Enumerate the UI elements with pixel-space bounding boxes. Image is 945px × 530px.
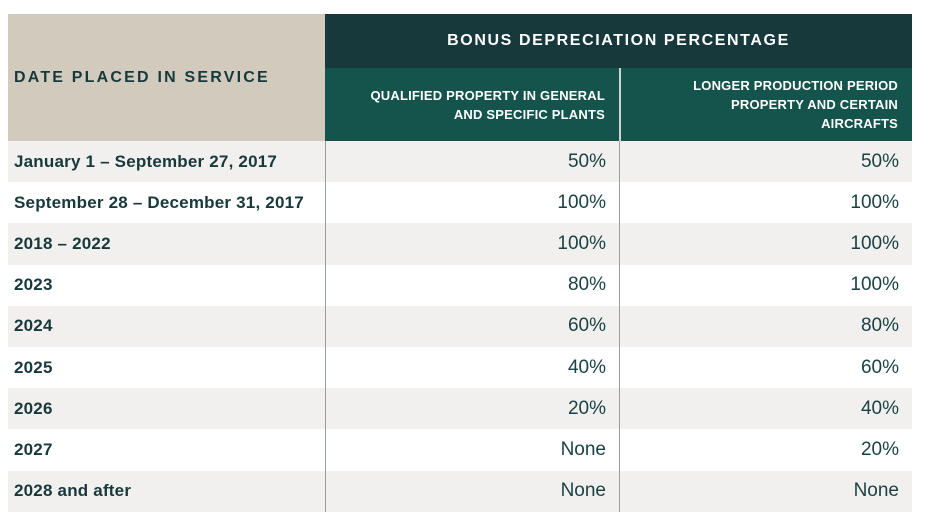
qualified-property-cell: 50% bbox=[325, 141, 619, 183]
longer-production-cell: None bbox=[619, 470, 912, 512]
table-row: 2028 and after None None bbox=[8, 470, 912, 512]
qualified-property-cell: 20% bbox=[325, 388, 619, 430]
table-row: 2025 40% 60% bbox=[8, 346, 912, 389]
table-row: 2027 None 20% bbox=[8, 429, 912, 471]
column-header-longer-production: LONGER PRODUCTION PERIOD PROPERTY AND CE… bbox=[619, 68, 912, 141]
group-title: BONUS DEPRECIATION PERCENTAGE bbox=[325, 14, 912, 68]
date-cell: 2028 and after bbox=[14, 481, 132, 501]
table-row: 2023 80% 100% bbox=[8, 264, 912, 306]
date-cell: 2025 bbox=[14, 357, 53, 377]
longer-production-cell: 20% bbox=[619, 429, 912, 471]
qualified-property-cell: 60% bbox=[325, 305, 619, 347]
table-row: 2024 60% 80% bbox=[8, 305, 912, 347]
table-header: DATE PLACED IN SERVICE BONUS DEPRECIATIO… bbox=[8, 14, 912, 141]
date-cell: January 1 – September 27, 2017 bbox=[14, 151, 278, 171]
table-row: January 1 – September 27, 2017 50% 50% bbox=[8, 141, 912, 183]
date-cell: September 28 – December 31, 2017 bbox=[14, 192, 304, 212]
date-cell: 2018 – 2022 bbox=[14, 233, 111, 253]
date-column-header-label: DATE PLACED IN SERVICE bbox=[14, 68, 270, 86]
qualified-property-cell: None bbox=[325, 429, 619, 471]
longer-production-cell: 100% bbox=[619, 223, 912, 265]
qualified-property-cell: 100% bbox=[325, 182, 619, 224]
bonus-depreciation-header-group: BONUS DEPRECIATION PERCENTAGE QUALIFIED … bbox=[325, 14, 912, 141]
longer-production-cell: 60% bbox=[619, 346, 912, 389]
table-row: 2026 20% 40% bbox=[8, 388, 912, 430]
date-cell: 2026 bbox=[14, 398, 53, 418]
qualified-property-cell: 40% bbox=[325, 346, 619, 389]
longer-production-cell: 100% bbox=[619, 182, 912, 224]
longer-production-cell: 40% bbox=[619, 388, 912, 430]
date-cell: 2023 bbox=[14, 275, 53, 295]
column-header-qualified-property: QUALIFIED PROPERTY IN GENERAL AND SPECIF… bbox=[370, 87, 605, 122]
bonus-depreciation-table: DATE PLACED IN SERVICE BONUS DEPRECIATIO… bbox=[8, 14, 912, 512]
date-placed-in-service-header-cell: DATE PLACED IN SERVICE bbox=[8, 14, 325, 141]
date-cell: 2024 bbox=[14, 316, 53, 336]
qualified-property-cell: 80% bbox=[325, 264, 619, 306]
table-row: 2018 – 2022 100% 100% bbox=[8, 223, 912, 265]
qualified-property-cell: 100% bbox=[325, 223, 619, 265]
longer-production-cell: 100% bbox=[619, 264, 912, 306]
qualified-property-cell: None bbox=[325, 470, 619, 512]
table-body: January 1 – September 27, 2017 50% 50% S… bbox=[8, 141, 912, 512]
longer-production-cell: 50% bbox=[619, 141, 912, 183]
sub-headers: QUALIFIED PROPERTY IN GENERAL AND SPECIF… bbox=[325, 68, 912, 141]
longer-production-cell: 80% bbox=[619, 305, 912, 347]
date-cell: 2027 bbox=[14, 439, 53, 459]
table-row: September 28 – December 31, 2017 100% 10… bbox=[8, 182, 912, 224]
